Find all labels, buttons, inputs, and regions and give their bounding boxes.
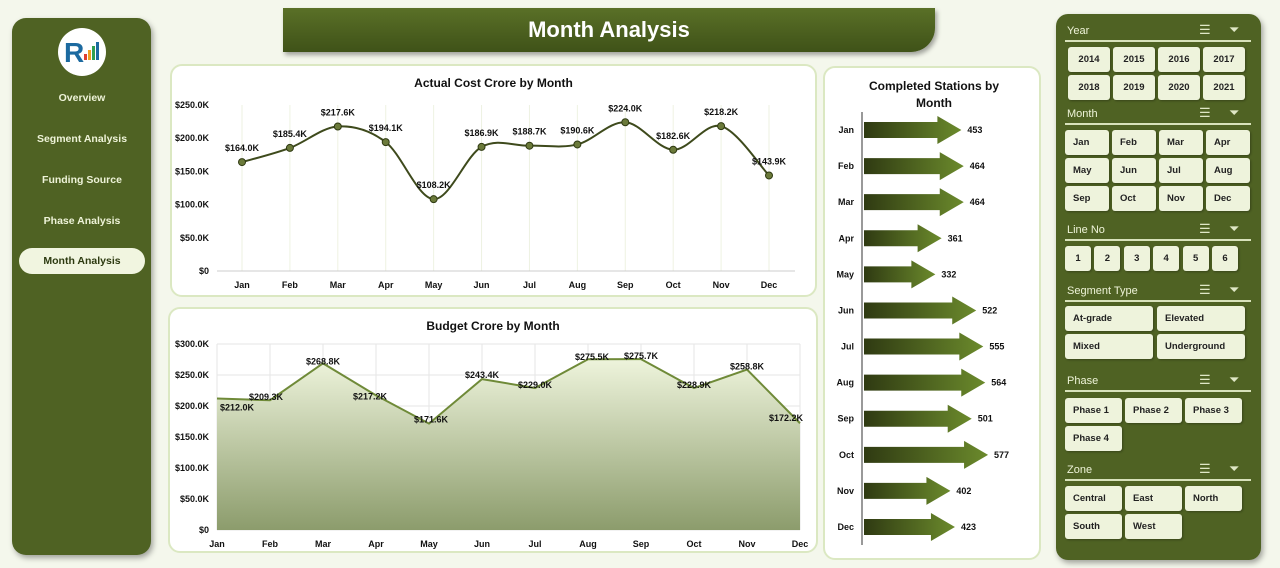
actual-cost-chart-card: Actual Cost Crore by Month: [170, 64, 817, 297]
clear-filter-icon[interactable]: ⏷: [1229, 372, 1240, 387]
phase-option-phase-2[interactable]: Phase 2: [1125, 398, 1182, 423]
month-option-jan[interactable]: Jan: [1065, 130, 1109, 155]
segment-type-slicer-header: Segment Type ☰ ⏷: [1065, 282, 1251, 302]
month-slicer-header: Month ☰ ⏷: [1065, 105, 1251, 125]
clear-filter-icon[interactable]: ⏷: [1229, 461, 1240, 476]
month-option-nov[interactable]: Nov: [1159, 186, 1203, 211]
month-option-apr[interactable]: Apr: [1206, 130, 1250, 155]
line-no-slicer-header: Line No ☰ ⏷: [1065, 221, 1251, 241]
line-no-option-1[interactable]: 1: [1065, 246, 1091, 271]
phase-option-phase-4[interactable]: Phase 4: [1065, 426, 1122, 451]
clear-filter-icon[interactable]: ⏷: [1229, 221, 1240, 236]
chart-title: Completed Stations by Month: [868, 79, 999, 110]
slicer-title: Line No: [1067, 224, 1105, 236]
month-option-sep[interactable]: Sep: [1065, 186, 1109, 211]
slicer-title: Year: [1067, 25, 1090, 37]
line-no-option-4[interactable]: 4: [1153, 246, 1180, 271]
multi-select-icon[interactable]: ☰: [1199, 221, 1211, 236]
year-option-2017[interactable]: 2017: [1203, 47, 1245, 72]
sidebar: R Overview Segment Analysis Funding Source…: [12, 18, 151, 555]
month-option-aug[interactable]: Aug: [1206, 158, 1250, 183]
multi-select-icon[interactable]: ☰: [1199, 282, 1211, 297]
year-slicer-header: Year ☰ ⏷: [1065, 22, 1251, 42]
clear-filter-icon[interactable]: ⏷: [1229, 105, 1240, 120]
zone-option-central[interactable]: Central: [1065, 486, 1122, 511]
zone-option-north[interactable]: North: [1185, 486, 1242, 511]
nav-funding-source[interactable]: Funding Source: [42, 174, 122, 186]
zone-option-east[interactable]: East: [1125, 486, 1182, 511]
month-option-jun[interactable]: Jun: [1112, 158, 1156, 183]
line-no-option-2[interactable]: 2: [1094, 246, 1121, 271]
company-logo: R: [58, 28, 106, 76]
clear-filter-icon[interactable]: ⏷: [1229, 22, 1240, 37]
month-option-feb[interactable]: Feb: [1112, 130, 1156, 155]
budget-chart-card: Budget Crore by Month: [168, 307, 818, 553]
nav-phase-analysis[interactable]: Phase Analysis: [43, 215, 121, 227]
year-option-2020[interactable]: 2020: [1158, 75, 1200, 100]
zone-option-west[interactable]: West: [1125, 514, 1182, 539]
year-option-2016[interactable]: 2016: [1158, 47, 1200, 72]
slicer-title: Month: [1067, 108, 1098, 120]
filter-panel: Year ☰ ⏷ 2014 2015 2016 2017 2018 2019 2020 2021 Mo…: [1056, 14, 1261, 560]
zone-option-south[interactable]: South: [1065, 514, 1122, 539]
year-option-2014[interactable]: 2014: [1068, 47, 1110, 72]
segment-type-option-underground[interactable]: Underground: [1157, 334, 1245, 359]
segment-type-option-at-grade[interactable]: At-grade: [1065, 306, 1153, 331]
year-option-2018[interactable]: 2018: [1068, 75, 1110, 100]
month-option-mar[interactable]: Mar: [1159, 130, 1203, 155]
slicer-title: Phase: [1067, 375, 1099, 387]
year-option-2021[interactable]: 2021: [1203, 75, 1245, 100]
slicer-title: Zone: [1067, 464, 1093, 476]
segment-type-option-mixed[interactable]: Mixed: [1065, 334, 1153, 359]
multi-select-icon[interactable]: ☰: [1199, 461, 1211, 476]
slicer-title: Segment Type: [1067, 285, 1138, 297]
nav-month-analysis[interactable]: Month Analysis: [19, 248, 145, 274]
zone-slicer-header: Zone ☰ ⏷: [1065, 461, 1251, 481]
chart-title: Actual Cost Crore by Month: [414, 76, 573, 90]
nav-segment-analysis[interactable]: Segment Analysis: [36, 133, 128, 145]
year-option-2019[interactable]: 2019: [1113, 75, 1155, 100]
svg-text:R: R: [64, 37, 84, 68]
line-no-option-5[interactable]: 5: [1182, 246, 1209, 271]
month-option-oct[interactable]: Oct: [1112, 186, 1156, 211]
page-title: Month Analysis: [528, 17, 690, 42]
line-no-option-3[interactable]: 3: [1123, 246, 1150, 271]
month-option-jul[interactable]: Jul: [1159, 158, 1203, 183]
phase-option-phase-1[interactable]: Phase 1: [1065, 398, 1122, 423]
multi-select-icon[interactable]: ☰: [1199, 105, 1211, 120]
phase-option-phase-3[interactable]: Phase 3: [1185, 398, 1242, 423]
multi-select-icon[interactable]: ☰: [1199, 372, 1211, 387]
month-option-may[interactable]: May: [1065, 158, 1109, 183]
month-option-dec[interactable]: Dec: [1206, 186, 1250, 211]
clear-filter-icon[interactable]: ⏷: [1229, 282, 1240, 297]
multi-select-icon[interactable]: ☰: [1199, 22, 1211, 37]
nav-overview[interactable]: Overview: [58, 92, 106, 104]
segment-type-option-elevated[interactable]: Elevated: [1157, 306, 1245, 331]
year-option-2015[interactable]: 2015: [1113, 47, 1155, 72]
completed-stations-chart-card: Completed Stations by Month: [823, 66, 1041, 560]
phase-slicer-header: Phase ☰ ⏷: [1065, 372, 1251, 392]
chart-title: Budget Crore by Month: [426, 319, 560, 333]
page-title-banner: Month Analysis: [283, 8, 935, 52]
line-no-option-6[interactable]: 6: [1212, 246, 1238, 271]
